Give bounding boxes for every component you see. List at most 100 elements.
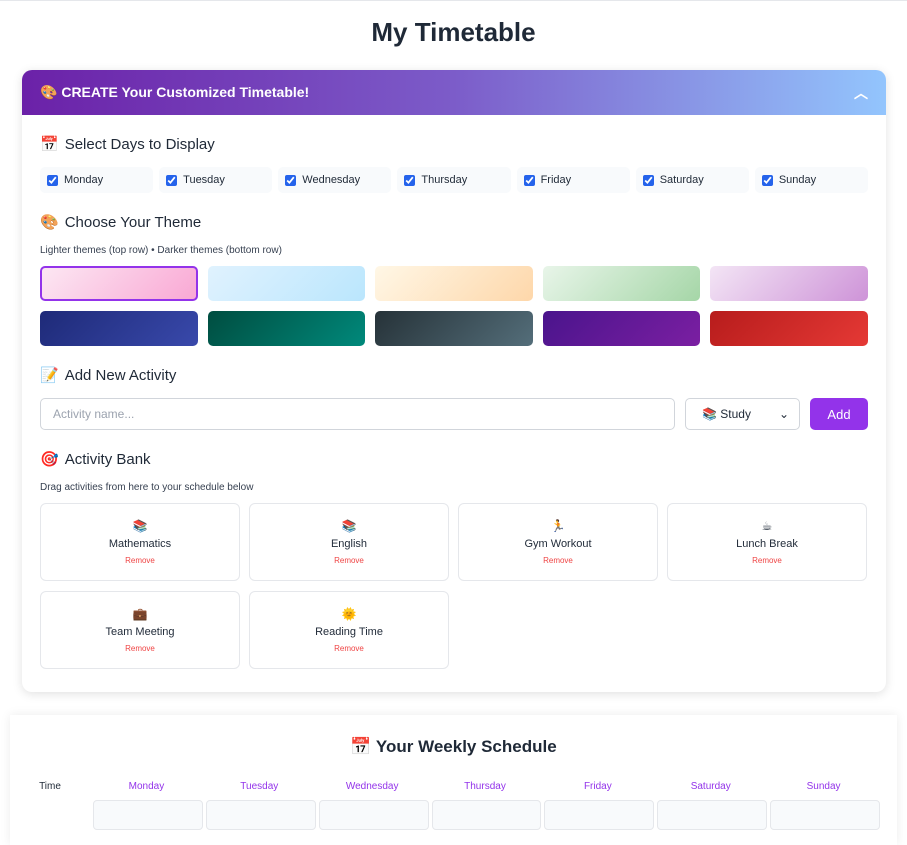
day-header: Monday: [128, 781, 165, 792]
schedule-slot[interactable]: [657, 800, 768, 830]
page-title: My Timetable: [371, 17, 536, 47]
day-label: Saturday: [659, 174, 704, 186]
chevron-up-icon[interactable]: ︿: [854, 84, 868, 101]
day-option-monday[interactable]: Monday: [40, 167, 154, 193]
day-label: Thursday: [421, 174, 468, 186]
activity-card[interactable]: 💼 Team Meeting Remove: [40, 591, 240, 669]
theme-swatch[interactable]: [40, 311, 198, 346]
day-header: Tuesday: [240, 781, 279, 792]
schedule-slot[interactable]: [431, 800, 542, 830]
schedule-slot[interactable]: [770, 800, 880, 830]
remove-link[interactable]: Remove: [543, 556, 573, 565]
activity-name-input[interactable]: [40, 398, 675, 430]
day-label: Tuesday: [183, 174, 225, 186]
time-header: Time: [39, 781, 61, 792]
day-selector: Monday Tuesday Wednesday Thursday Friday Satu…: [40, 167, 868, 193]
theme-grid: [40, 266, 868, 346]
day-option-sunday[interactable]: Sunday: [754, 167, 868, 193]
activity-name: Gym Workout: [524, 538, 592, 550]
day-header: Saturday: [690, 781, 731, 792]
schedule-slot[interactable]: [318, 800, 429, 830]
activity-name: Mathematics: [108, 538, 172, 550]
chevron-down-icon: ⌄: [778, 407, 789, 421]
section-title: Add New Activity: [64, 366, 177, 384]
day-checkbox[interactable]: [642, 174, 654, 186]
day-option-tuesday[interactable]: Tuesday: [159, 167, 273, 193]
day-label: Wednesday: [302, 174, 361, 186]
day-header: Sunday: [806, 781, 841, 792]
day-header: Thursday: [464, 781, 506, 792]
activity-card[interactable]: 📚 English Remove: [249, 503, 449, 581]
day-checkbox[interactable]: [404, 174, 416, 186]
theme-swatch[interactable]: [710, 266, 868, 301]
schedule-slot[interactable]: [544, 800, 655, 830]
day-option-wednesday[interactable]: Wednesday: [278, 167, 392, 193]
activity-card[interactable]: 📚 Mathematics Remove: [40, 503, 240, 581]
schedule-grid: [10, 800, 897, 830]
section-title: Select Days to Display: [64, 135, 215, 153]
category-value: Study: [720, 407, 751, 421]
day-option-thursday[interactable]: Thursday: [397, 167, 511, 193]
day-checkbox[interactable]: [285, 174, 297, 186]
theme-swatch[interactable]: [207, 311, 366, 346]
activity-bank: 📚 Mathematics Remove 📚 English Remove 🏃 Gym Wor…: [40, 503, 868, 669]
activity-icon: 📚: [341, 519, 357, 533]
theme-swatch[interactable]: [375, 266, 533, 301]
target-icon: 🎯: [40, 451, 59, 468]
activity-name: Reading Time: [315, 626, 383, 638]
remove-link[interactable]: Remove: [752, 556, 782, 565]
day-label: Sunday: [778, 174, 817, 186]
remove-link[interactable]: Remove: [334, 644, 364, 653]
day-header: Wednesday: [345, 781, 399, 792]
theme-swatch[interactable]: [40, 266, 198, 301]
activity-name: English: [330, 538, 368, 550]
section-title: Activity Bank: [64, 450, 151, 468]
day-header: Friday: [583, 781, 612, 792]
theme-swatch[interactable]: [207, 266, 366, 301]
schedule-slot[interactable]: [205, 800, 316, 830]
theme-swatch[interactable]: [542, 311, 701, 346]
add-button[interactable]: Add: [810, 398, 868, 430]
memo-icon: 📝: [40, 367, 59, 384]
panel-title: CREATE Your Customized Timetable!: [61, 84, 310, 100]
calendar-icon: 📅: [40, 136, 59, 153]
day-checkbox[interactable]: [523, 174, 535, 186]
theme-swatch[interactable]: [542, 266, 701, 301]
theme-note: Lighter themes (top row) • Darker themes…: [40, 245, 282, 256]
theme-swatch[interactable]: [375, 311, 533, 346]
theme-swatch[interactable]: [710, 311, 868, 346]
section-title: Choose Your Theme: [64, 213, 202, 231]
schedule-title: Your Weekly Schedule: [375, 737, 557, 756]
remove-link[interactable]: Remove: [334, 556, 364, 565]
books-icon: 📚: [702, 407, 717, 421]
activity-card[interactable]: 🌞 Reading Time Remove: [249, 591, 449, 669]
calendar-icon: 📅: [350, 737, 372, 756]
day-option-friday[interactable]: Friday: [516, 167, 630, 193]
bank-note: Drag activities from here to your schedu…: [40, 482, 254, 493]
day-checkbox[interactable]: [166, 174, 178, 186]
palette-icon: 🎨: [40, 84, 58, 100]
day-checkbox[interactable]: [761, 174, 773, 186]
panel-header[interactable]: 🎨 CREATE Your Customized Timetable! ︿: [22, 70, 886, 115]
activity-card[interactable]: ☕ Lunch Break Remove: [667, 503, 867, 581]
activity-icon: 💼: [132, 607, 148, 621]
remove-link[interactable]: Remove: [125, 556, 155, 565]
day-option-saturday[interactable]: Saturday: [635, 167, 749, 193]
create-panel: 🎨 CREATE Your Customized Timetable! ︿ 📅 S…: [22, 70, 886, 692]
schedule-slot[interactable]: [93, 800, 203, 830]
activity-icon: ☕: [761, 519, 773, 533]
activity-card[interactable]: 🏃 Gym Workout Remove: [458, 503, 658, 581]
day-label: Friday: [540, 174, 572, 186]
palette-icon: 🎨: [40, 214, 59, 231]
day-label: Monday: [64, 174, 104, 186]
time-cell: [10, 800, 90, 830]
day-checkbox[interactable]: [47, 174, 58, 186]
weekly-schedule: 📅 Your Weekly Schedule Time Monday Tuesday…: [10, 715, 897, 845]
activity-name: Team Meeting: [105, 626, 175, 638]
category-select[interactable]: 📚 Study ⌄: [685, 398, 800, 430]
schedule-header: Time Monday Tuesday Wednesday Thursday Friday…: [10, 781, 897, 792]
remove-link[interactable]: Remove: [125, 644, 155, 653]
activity-name: Lunch Break: [736, 538, 798, 550]
activity-icon: 🌞: [341, 607, 357, 621]
activity-icon: 🏃: [550, 519, 566, 533]
